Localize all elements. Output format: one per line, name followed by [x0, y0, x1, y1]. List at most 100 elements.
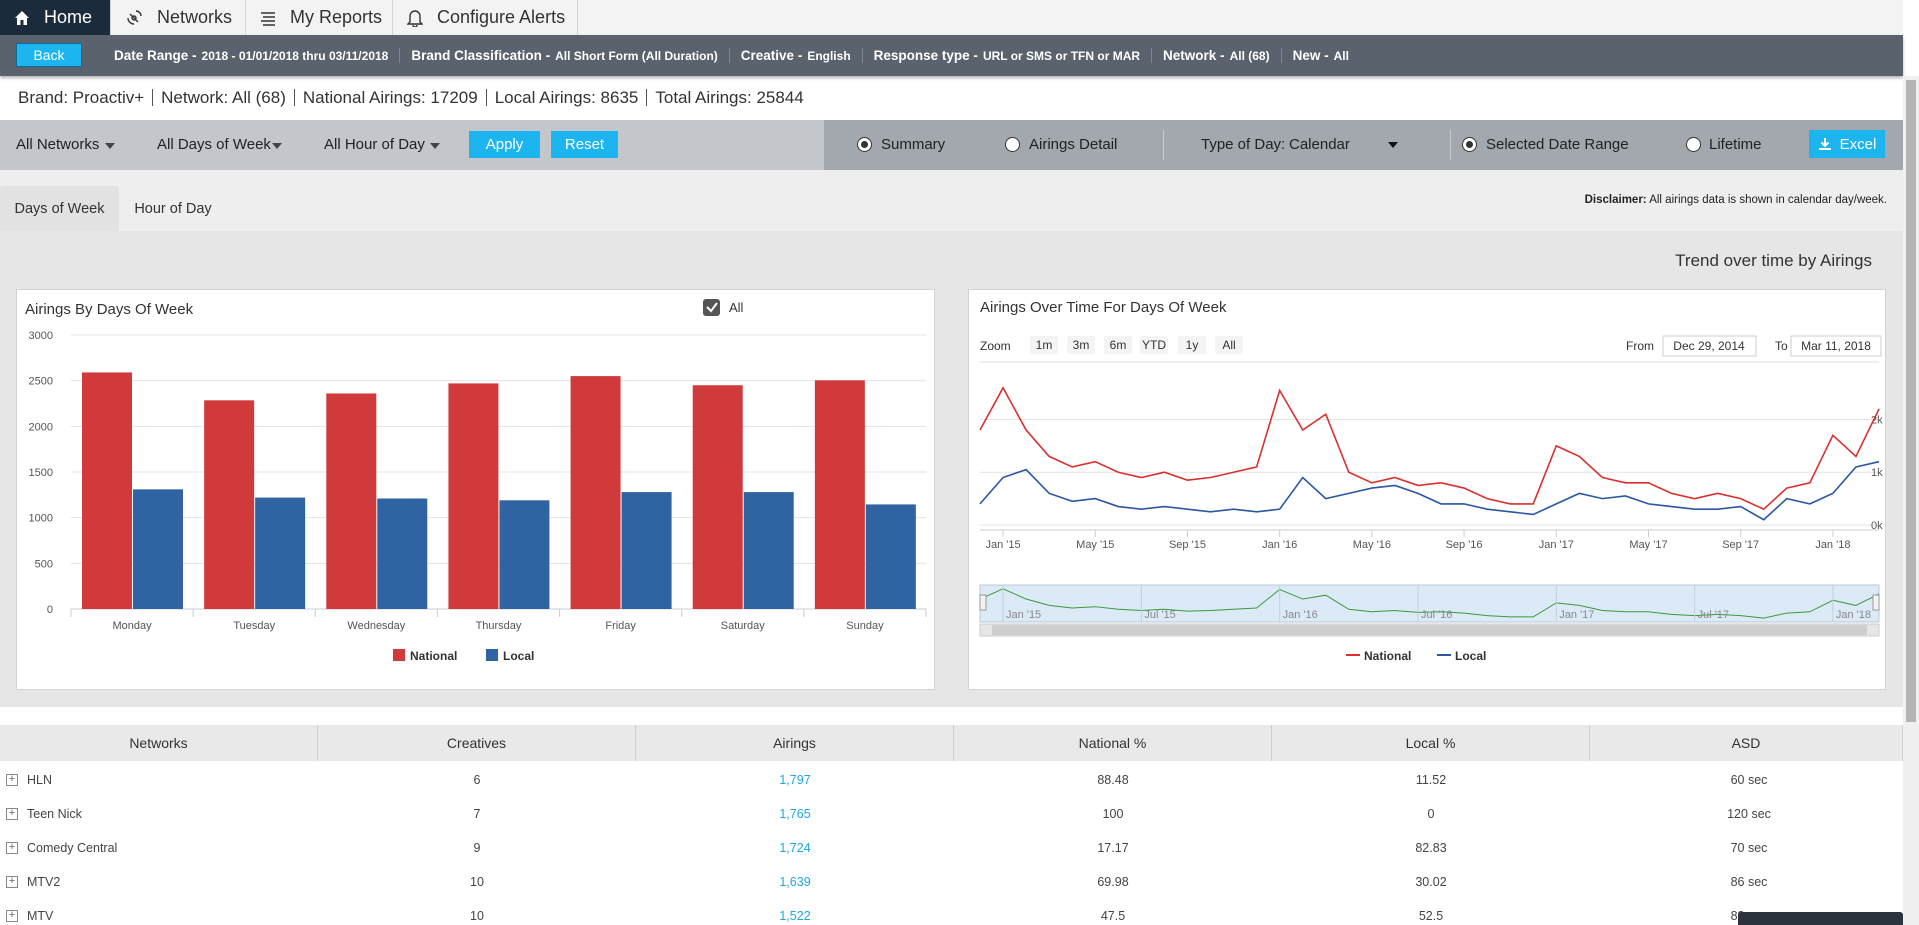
scrollbar-thumb[interactable] — [992, 625, 1867, 635]
disclaimer-text: All airings data is shown in calendar da… — [1649, 194, 1887, 206]
expand-button[interactable]: + — [6, 876, 18, 888]
bar-panel: Airings By Days Of Week All 0 500 1000 1500 20… — [16, 289, 935, 690]
x-tick-label: Sep '17 — [1722, 539, 1759, 551]
zoom-label: All — [1222, 338, 1235, 352]
network-name: Teen Nick — [27, 807, 82, 821]
x-tick-label: Jan '17 — [1539, 539, 1574, 551]
table-cell: 52.5 — [1418, 909, 1444, 923]
filter-value: URL or SMS or TFN or MAR — [982, 49, 1141, 63]
bar — [814, 380, 865, 609]
filter-value: All (68) — [1229, 49, 1270, 63]
table-header: ASD — [1590, 725, 1903, 761]
x-tick-label: Monday — [113, 620, 153, 632]
zoom-label: 6m — [1110, 338, 1127, 352]
table-cell: 88.48 — [1097, 773, 1129, 787]
filter-label: Response type - — [873, 48, 978, 63]
chat-widget[interactable] — [1738, 912, 1903, 925]
y-tick-label: 1k — [1871, 467, 1883, 479]
filter-label: Brand Classification - — [411, 48, 551, 63]
checkbox[interactable] — [703, 299, 720, 316]
legend-swatch — [486, 649, 498, 661]
expand-button[interactable]: + — [6, 910, 18, 922]
table-header: Creatives — [318, 725, 636, 761]
x-tick-label: Wednesday — [347, 620, 405, 632]
from-input[interactable] — [1662, 335, 1757, 357]
legend-label: National — [1364, 649, 1411, 663]
navigator-label: Jan '16 — [1283, 609, 1318, 621]
expand-button[interactable]: + — [6, 842, 18, 854]
type-of-day[interactable]: Calendar — [1289, 136, 1350, 153]
zoom-button[interactable] — [1215, 336, 1243, 354]
from-value: Dec 29, 2014 — [1673, 339, 1745, 353]
nav-label: Configure Alerts — [437, 7, 566, 27]
scrollbar-thumb[interactable] — [1906, 80, 1916, 722]
zoom-button[interactable] — [1140, 336, 1168, 354]
navigator-handle[interactable] — [979, 594, 987, 611]
legend-label: National — [410, 649, 457, 663]
radio[interactable] — [857, 137, 872, 152]
zoom-label: 1m — [1036, 338, 1053, 352]
nav-reports[interactable]: My Reports — [246, 0, 393, 35]
line — [979, 460, 1880, 521]
airings-link[interactable]: 1,639 — [779, 875, 811, 889]
legend-swatch — [393, 649, 405, 661]
airings-link[interactable]: 1,724 — [779, 841, 811, 855]
line-chart: Airings Over Time For Days Of Week Zoom 1m… — [979, 299, 1883, 663]
trend-title: Trend over time by Airings — [1675, 251, 1872, 270]
table-cell: 120 sec — [1727, 807, 1771, 821]
plus-icon: + — [8, 807, 16, 819]
nav-label: Networks — [157, 7, 233, 27]
nav-home[interactable]: Home — [0, 0, 111, 35]
navigator-bg — [979, 584, 1880, 623]
bar — [743, 492, 794, 609]
apply-button[interactable]: Apply — [469, 131, 540, 158]
nav-networks[interactable]: Networks — [111, 0, 246, 35]
network-name: HLN — [27, 773, 53, 787]
dropdown[interactable]: All Hour of Day — [324, 136, 425, 153]
radio[interactable] — [1462, 137, 1477, 152]
dropdown[interactable]: All Days of Week — [157, 136, 271, 153]
nav-alerts[interactable]: Configure Alerts — [393, 0, 578, 35]
expand-button[interactable]: + — [6, 774, 18, 786]
airings-link[interactable]: 1,522 — [779, 909, 811, 923]
tab[interactable]: Hour of Day — [134, 200, 212, 217]
table-header: Airings — [636, 725, 954, 761]
dropdown-arrow — [430, 143, 440, 149]
table-cell: 7 — [473, 807, 481, 821]
y-tick-label: 0k — [1871, 520, 1883, 532]
y-tick-label: 0 — [47, 604, 53, 616]
table-header: Local % — [1272, 725, 1590, 761]
zoom-button[interactable] — [1104, 336, 1132, 354]
dropdown-arrow — [272, 143, 282, 149]
line-panel: Airings Over Time For Days Of Week Zoom 1m… — [968, 289, 1886, 690]
excel-label: Excel — [1839, 135, 1877, 153]
dropdown[interactable]: All Networks — [16, 136, 100, 153]
navigator-label: Jan '17 — [1559, 609, 1594, 621]
bar — [133, 489, 183, 609]
radio-label: Summary — [881, 136, 946, 153]
back-button[interactable]: Back — [16, 43, 82, 67]
zoom-label: YTD — [1142, 338, 1166, 352]
zoom-button[interactable] — [1067, 336, 1095, 354]
zoom-button[interactable] — [1030, 336, 1058, 354]
excel-button[interactable]: Excel — [1809, 130, 1885, 158]
plus-icon: + — [8, 841, 16, 853]
reset-button[interactable]: Reset — [551, 131, 618, 158]
radio[interactable] — [1005, 137, 1020, 152]
navigator-handle[interactable] — [1872, 594, 1880, 611]
toolbar-right — [824, 120, 1903, 170]
bar — [377, 498, 428, 609]
zoom-button[interactable] — [1178, 336, 1206, 354]
bar — [82, 372, 132, 609]
to-input[interactable] — [1790, 335, 1882, 357]
disclaimer: Disclaimer: All airings data is shown in… — [1585, 194, 1887, 206]
radio[interactable] — [1686, 137, 1701, 152]
expand-button[interactable]: + — [6, 808, 18, 820]
legend-label: Local — [503, 649, 534, 663]
airings-link[interactable]: 1,797 — [779, 773, 811, 787]
tab[interactable]: Days of Week — [0, 186, 119, 231]
table-cell: 9 — [473, 841, 481, 855]
airings-link[interactable]: 1,765 — [779, 807, 811, 821]
nav-label: My Reports — [290, 7, 383, 27]
